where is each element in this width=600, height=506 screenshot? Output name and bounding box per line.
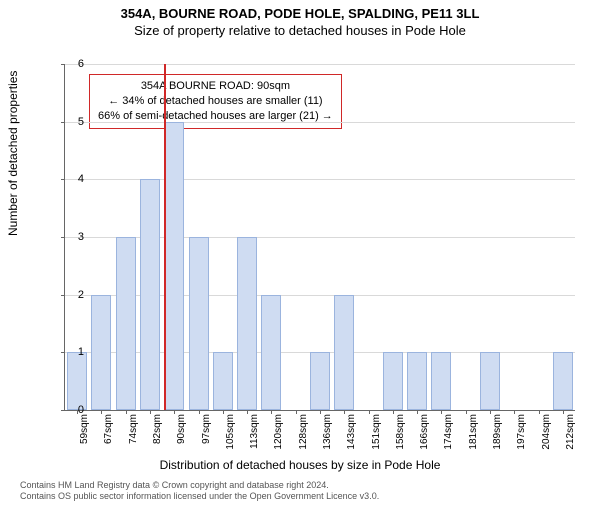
xtick-label: 59sqm: [79, 414, 90, 464]
bar: [140, 179, 160, 410]
bar: [553, 352, 573, 410]
xtick-mark: [417, 410, 418, 414]
infobox-line-1: 354A BOURNE ROAD: 90sqm: [98, 79, 333, 94]
y-axis-label: Number of detached properties: [6, 71, 20, 236]
bar: [480, 352, 500, 410]
xtick-mark: [466, 410, 467, 414]
footer-line-2: Contains OS public sector information li…: [20, 491, 379, 502]
bar: [116, 237, 136, 410]
ytick-label: 2: [64, 289, 84, 301]
bar: [189, 237, 209, 410]
marker-info-box: 354A BOURNE ROAD: 90sqm ← 34% of detache…: [89, 74, 342, 129]
ytick-label: 6: [64, 58, 84, 70]
ytick-label: 0: [64, 404, 84, 416]
xtick-label: 189sqm: [492, 414, 503, 464]
xtick-mark: [126, 410, 127, 414]
xtick-mark: [539, 410, 540, 414]
chart-title-address: 354A, BOURNE ROAD, PODE HOLE, SPALDING, …: [0, 6, 600, 21]
infobox-line-2: ← 34% of detached houses are smaller (11…: [98, 94, 333, 109]
plot-area: 354A BOURNE ROAD: 90sqm ← 34% of detache…: [64, 64, 575, 411]
xtick-mark: [490, 410, 491, 414]
bar: [164, 122, 184, 410]
xtick-label: 67sqm: [103, 414, 114, 464]
xtick-label: 128sqm: [298, 414, 309, 464]
ytick-label: 4: [64, 173, 84, 185]
bar: [261, 295, 281, 410]
gridline: [65, 64, 575, 65]
gridline: [65, 122, 575, 123]
bar: [310, 352, 330, 410]
xtick-label: 113sqm: [249, 414, 260, 464]
xtick-mark: [369, 410, 370, 414]
xtick-label: 105sqm: [225, 414, 236, 464]
bar: [237, 237, 257, 410]
ytick-label: 1: [64, 346, 84, 358]
bar: [91, 295, 111, 410]
xtick-label: 90sqm: [176, 414, 187, 464]
xtick-label: 74sqm: [128, 414, 139, 464]
xtick-label: 166sqm: [419, 414, 430, 464]
bar: [67, 352, 87, 410]
footer-line-1: Contains HM Land Registry data © Crown c…: [20, 480, 379, 491]
xtick-label: 143sqm: [346, 414, 357, 464]
xtick-mark: [247, 410, 248, 414]
xtick-label: 181sqm: [468, 414, 479, 464]
xtick-label: 158sqm: [395, 414, 406, 464]
footer-attribution: Contains HM Land Registry data © Crown c…: [20, 480, 379, 503]
xtick-mark: [320, 410, 321, 414]
xtick-label: 174sqm: [443, 414, 454, 464]
xtick-label: 136sqm: [322, 414, 333, 464]
xtick-label: 204sqm: [541, 414, 552, 464]
xtick-label: 120sqm: [273, 414, 284, 464]
xtick-label: 151sqm: [371, 414, 382, 464]
xtick-label: 212sqm: [565, 414, 576, 464]
xtick-mark: [393, 410, 394, 414]
xtick-label: 97sqm: [201, 414, 212, 464]
xtick-mark: [199, 410, 200, 414]
ytick-label: 3: [64, 231, 84, 243]
bar: [407, 352, 427, 410]
xtick-label: 82sqm: [152, 414, 163, 464]
bar: [383, 352, 403, 410]
x-axis-label: Distribution of detached houses by size …: [0, 458, 600, 472]
chart-title-desc: Size of property relative to detached ho…: [0, 23, 600, 38]
bar: [334, 295, 354, 410]
xtick-mark: [296, 410, 297, 414]
marker-line: [164, 64, 166, 410]
xtick-mark: [223, 410, 224, 414]
xtick-mark: [150, 410, 151, 414]
xtick-label: 197sqm: [516, 414, 527, 464]
ytick-label: 5: [64, 116, 84, 128]
bar: [213, 352, 233, 410]
bar: [431, 352, 451, 410]
xtick-mark: [563, 410, 564, 414]
